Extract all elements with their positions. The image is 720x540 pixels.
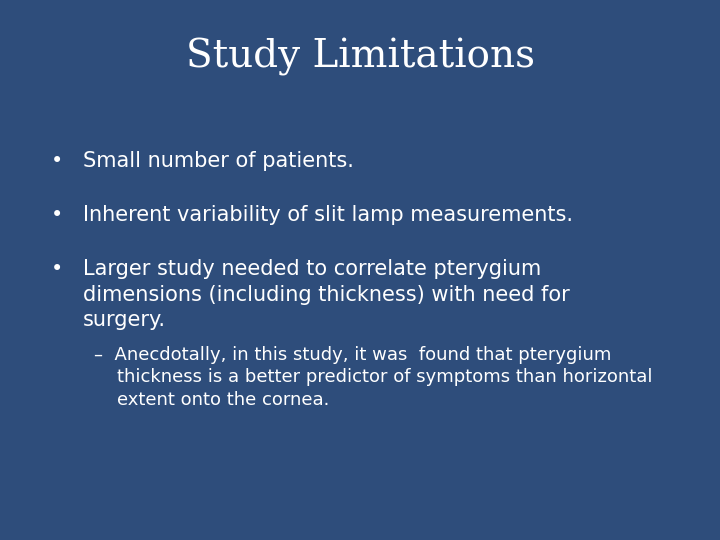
Text: Inherent variability of slit lamp measurements.: Inherent variability of slit lamp measur… (83, 205, 573, 225)
Text: Small number of patients.: Small number of patients. (83, 151, 354, 171)
Text: •: • (50, 205, 63, 225)
Text: Study Limitations: Study Limitations (186, 38, 534, 76)
Text: •: • (50, 151, 63, 171)
Text: Larger study needed to correlate pterygium
dimensions (including thickness) with: Larger study needed to correlate pterygi… (83, 259, 570, 330)
Text: –  Anecdotally, in this study, it was  found that pterygium
    thickness is a b: – Anecdotally, in this study, it was fou… (94, 346, 652, 409)
Text: •: • (50, 259, 63, 279)
